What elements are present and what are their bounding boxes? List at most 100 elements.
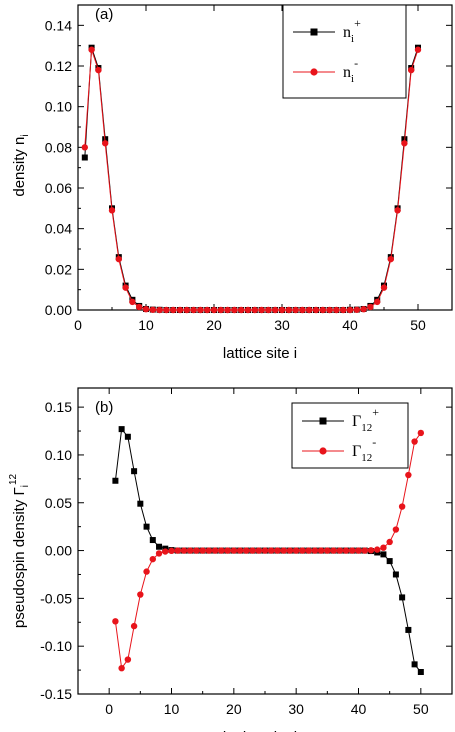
data-point [197, 306, 204, 314]
data-point [168, 547, 175, 555]
x-tick-label: 40 [342, 317, 358, 333]
data-point [124, 656, 132, 663]
y-tick-label: -0.15 [40, 686, 72, 702]
data-point [268, 547, 275, 554]
y-tick-label: 0.15 [45, 399, 72, 415]
data-point [336, 547, 343, 554]
data-point [380, 284, 388, 291]
x-tick-label: 10 [164, 701, 180, 717]
legend-label: ni+ [343, 16, 361, 45]
data-point [224, 306, 231, 314]
y-tick-label: 0.00 [45, 302, 72, 318]
data-point [292, 547, 300, 554]
data-point [361, 547, 368, 554]
legend-entry-minus: Γ12- [302, 435, 376, 464]
data-point [299, 306, 306, 314]
data-point [306, 306, 313, 314]
data-point [333, 306, 340, 314]
data-point [330, 547, 337, 554]
legend: ni+ ni- [282, 4, 407, 99]
data-point [236, 547, 244, 554]
x-tick-label: 0 [105, 701, 113, 717]
data-point [340, 306, 347, 314]
data-point [205, 547, 213, 554]
legend-marker [319, 447, 327, 455]
y-axis-label: pseudospin density Γi12 [8, 473, 31, 628]
data-point [142, 305, 150, 313]
legend-label-sub: 12 [361, 422, 372, 434]
data-point [176, 306, 184, 314]
data-point [95, 66, 102, 74]
data-point [299, 547, 306, 554]
data-point [81, 144, 89, 151]
x-tick-label: 30 [288, 701, 304, 717]
data-point [155, 550, 163, 557]
data-point [386, 558, 393, 565]
data-point [353, 306, 360, 313]
data-point [210, 306, 218, 314]
data-point [405, 471, 412, 479]
legend-label: Γ12+ [352, 405, 379, 434]
legend-entry-plus: Γ12+ [302, 405, 379, 434]
data-point [170, 306, 177, 314]
y-axis-label-sup: 12 [8, 473, 19, 485]
data-point [411, 438, 418, 445]
data-point [137, 500, 144, 507]
legend-label: ni- [343, 56, 358, 85]
data-point [180, 547, 188, 554]
y-tick-label: 0.10 [45, 447, 72, 463]
legend-entry-plus: ni+ [293, 16, 361, 45]
data-point [265, 306, 272, 314]
data-point [387, 255, 394, 263]
legend-marker [310, 68, 318, 76]
data-point [417, 429, 425, 437]
data-point [130, 622, 138, 630]
data-point [149, 555, 156, 563]
data-point [374, 546, 381, 553]
data-point [131, 468, 138, 475]
legend-entry-minus: ni- [293, 56, 358, 85]
data-point [88, 46, 95, 53]
y-axis-label-sub: i [20, 485, 31, 487]
data-point [367, 547, 375, 554]
x-tick-label: 20 [206, 317, 222, 333]
data-point [261, 547, 269, 554]
legend-box [282, 4, 407, 99]
data-point [349, 547, 356, 554]
x-axis-label: lattice site i [223, 729, 297, 732]
data-point [317, 547, 325, 554]
data-point [136, 303, 143, 311]
data-point [380, 551, 387, 558]
data-point [305, 547, 312, 554]
data-point [118, 664, 125, 672]
data-point [230, 547, 238, 554]
data-point [285, 306, 292, 314]
x-tick-label: 50 [410, 317, 426, 333]
series-minus [81, 46, 422, 314]
y-axis-label-sub: i [20, 134, 31, 136]
data-point [122, 284, 129, 291]
data-point [102, 140, 109, 147]
legend: Γ12+Γ12- [291, 402, 409, 469]
data-point [251, 306, 258, 314]
chart-panel-a: 0 10 20 30 40 50 0.00 0.02 0.04 0.06 0.08 0.10 0.12 0… [11, 4, 453, 362]
x-tick-label: 0 [74, 317, 82, 333]
legend-label-sup: + [372, 405, 379, 419]
data-point [311, 547, 319, 554]
data-point [112, 477, 119, 484]
data-point [360, 305, 367, 313]
legend-label-main: n [343, 64, 351, 81]
y-tick-label: 0.08 [45, 139, 72, 155]
panel-label: (a) [95, 6, 113, 23]
data-point [143, 523, 150, 530]
data-point [199, 547, 206, 554]
legend-label: Γ12- [352, 435, 376, 464]
data-point [183, 306, 190, 314]
data-point [342, 547, 350, 554]
data-point [124, 433, 131, 440]
y-tick-label: 0.02 [45, 261, 72, 277]
data-point [380, 544, 387, 551]
legend-label-sup: - [354, 56, 358, 70]
y-tick-label: 0.14 [45, 17, 72, 33]
